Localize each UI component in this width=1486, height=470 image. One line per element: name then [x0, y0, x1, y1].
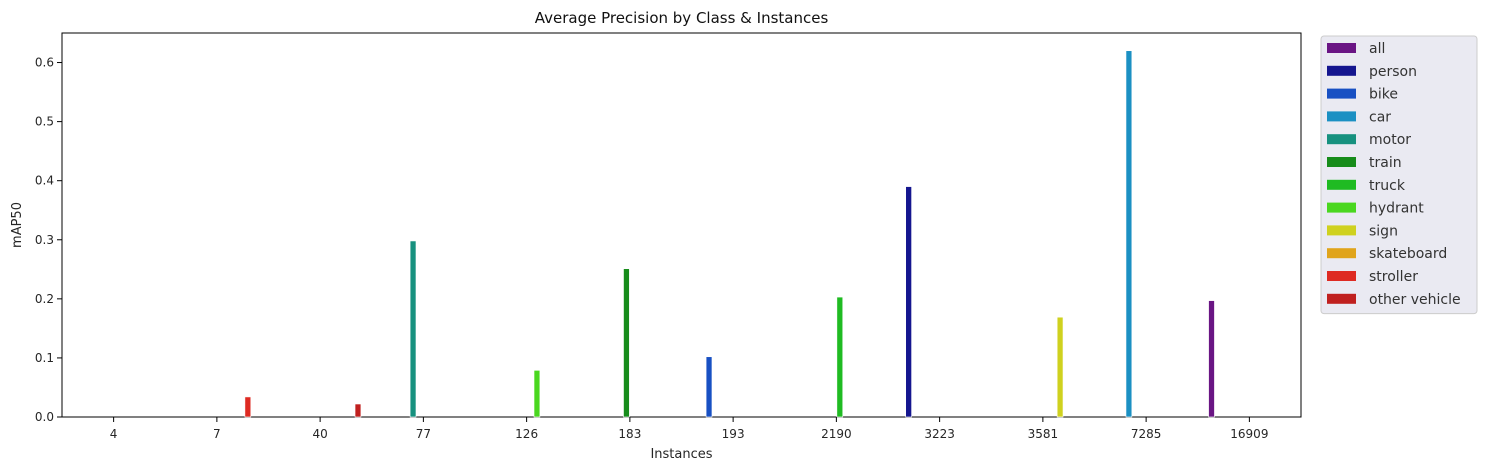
y-tick-label: 0.1 — [35, 351, 54, 365]
bars-layer — [244, 50, 1215, 418]
legend-swatch-skateboard — [1327, 248, 1356, 259]
chart-title: Average Precision by Class & Instances — [535, 9, 829, 27]
x-tick-label: 4 — [110, 427, 118, 441]
legend-swatch-car — [1327, 111, 1356, 122]
legend-swatch-sign — [1327, 225, 1356, 236]
y-tick-label: 0.5 — [35, 115, 54, 129]
bar-train — [623, 268, 630, 418]
x-tick-label: 3223 — [924, 427, 955, 441]
bar-bike — [705, 356, 713, 418]
bar-other-vehicle — [354, 403, 362, 418]
y-axis: 0.0 0.1 0.2 0.3 0.4 0.5 0.6 — [35, 56, 62, 424]
legend-swatch-person — [1327, 65, 1356, 76]
x-tick-label: 7 — [213, 427, 221, 441]
legend-items: all person bike car motor train truck hydrant si… — [1327, 41, 1461, 308]
x-axis: 4 7 40 77 126 183 193 2190 3223 3581 7285 16909 — [110, 417, 1268, 441]
y-tick-label: 0.6 — [35, 56, 54, 70]
y-tick-label: 0.3 — [35, 233, 54, 247]
bar-motor — [409, 240, 417, 418]
x-tick-label: 2190 — [821, 427, 852, 441]
bar-sign — [1056, 316, 1064, 418]
legend-label-sign: sign — [1369, 223, 1398, 239]
legend-swatch-truck — [1327, 179, 1356, 190]
legend-swatch-bike — [1327, 88, 1356, 99]
bar-hydrant — [533, 370, 541, 418]
x-tick-label: 40 — [312, 427, 327, 441]
x-tick-label: 193 — [722, 427, 745, 441]
legend-label-all: all — [1369, 41, 1385, 57]
bar-all — [1208, 300, 1215, 418]
y-tick-label: 0.2 — [35, 292, 54, 306]
legend-label-hydrant: hydrant — [1369, 201, 1424, 217]
bar-stroller — [244, 396, 252, 418]
x-tick-label: 183 — [618, 427, 641, 441]
legend-label-stroller: stroller — [1369, 269, 1418, 285]
legend-label-bike: bike — [1369, 87, 1398, 103]
x-axis-title: Instances — [650, 447, 712, 462]
legend-swatch-hydrant — [1327, 202, 1356, 213]
x-tick-label: 16909 — [1230, 427, 1268, 441]
legend-label-person: person — [1369, 64, 1417, 80]
legend-label-truck: truck — [1369, 178, 1406, 194]
legend-swatch-stroller — [1327, 271, 1356, 281]
x-tick-label: 77 — [416, 427, 431, 441]
x-tick-label: 126 — [515, 427, 538, 441]
legend-label-other-vehicle: other vehicle — [1369, 292, 1461, 308]
y-tick-label: 0.0 — [35, 410, 54, 424]
x-tick-label: 7285 — [1131, 427, 1162, 441]
y-tick-label: 0.4 — [35, 174, 54, 188]
legend-swatch-all — [1327, 43, 1356, 53]
plot-frame — [61, 32, 1302, 418]
bar-car — [1125, 50, 1133, 418]
legend-swatch-train — [1327, 157, 1356, 167]
legend-label-skateboard: skateboard — [1369, 246, 1447, 262]
legend: all person bike car motor train truck hydrant si… — [1320, 35, 1478, 315]
legend-label-train: train — [1369, 155, 1402, 171]
x-tick-label: 3581 — [1028, 427, 1059, 441]
legend-label-motor: motor — [1369, 132, 1411, 148]
legend-swatch-other-vehicle — [1327, 293, 1356, 304]
bar-person — [905, 186, 912, 418]
legend-swatch-motor — [1327, 134, 1356, 145]
legend-label-car: car — [1369, 109, 1391, 125]
y-axis-title: mAP50 — [10, 202, 25, 248]
legend-box — [1320, 35, 1478, 315]
bar-truck — [836, 296, 844, 418]
